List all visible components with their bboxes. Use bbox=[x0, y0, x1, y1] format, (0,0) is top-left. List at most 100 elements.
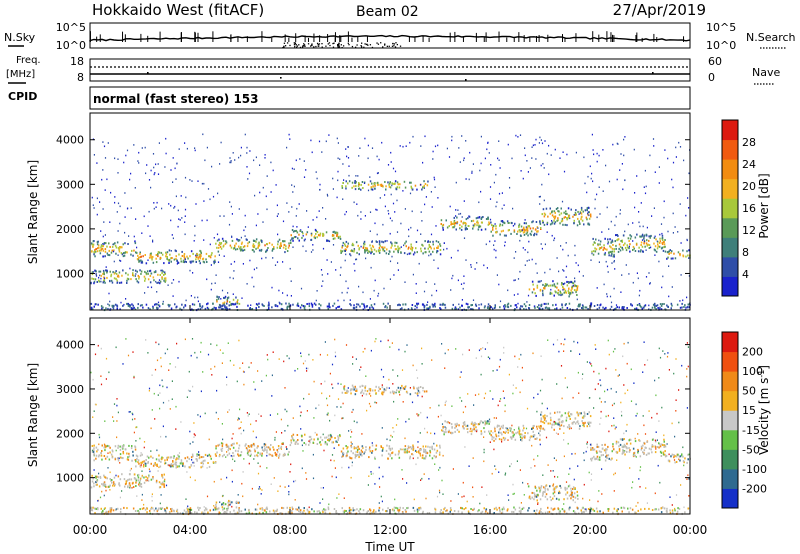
velocity-cell bbox=[248, 511, 251, 514]
velocity-cell bbox=[308, 435, 311, 438]
power-cell bbox=[108, 254, 111, 257]
velocity-cell bbox=[591, 457, 594, 460]
velocity-cell bbox=[356, 508, 358, 511]
power-cell-sparse bbox=[326, 259, 328, 261]
power-cell bbox=[111, 305, 114, 308]
power-cell bbox=[351, 186, 353, 189]
velocity-cell bbox=[442, 425, 444, 428]
power-cell-sparse bbox=[320, 269, 323, 271]
velocity-cell-sparse bbox=[239, 408, 241, 411]
velocity-cell bbox=[91, 474, 93, 477]
velocity-cell-sparse bbox=[523, 494, 525, 496]
power-cell-sparse bbox=[664, 149, 666, 151]
velocity-cell bbox=[544, 417, 546, 420]
power-cell bbox=[111, 281, 114, 284]
power-cell-sparse bbox=[524, 249, 526, 251]
velocity-cell bbox=[553, 488, 556, 491]
cpid-panel-frame bbox=[89, 86, 691, 110]
power-cell bbox=[660, 308, 663, 311]
power-cell bbox=[409, 181, 411, 184]
power-cell bbox=[174, 249, 177, 252]
power-cell bbox=[394, 241, 396, 244]
velocity-cell bbox=[559, 411, 561, 414]
power-cell bbox=[568, 287, 570, 290]
power-cell bbox=[539, 222, 542, 225]
velocity-cell bbox=[559, 492, 561, 494]
power-cell-sparse bbox=[174, 167, 176, 170]
velocity-cell bbox=[513, 433, 515, 436]
power-cell-sparse bbox=[437, 250, 439, 252]
velocity-cell bbox=[278, 455, 280, 458]
power-cell-sparse bbox=[266, 208, 268, 211]
power-cell bbox=[358, 248, 360, 251]
velocity-cell bbox=[393, 391, 396, 394]
velocity-cell bbox=[231, 444, 233, 447]
power-cell-sparse bbox=[522, 177, 524, 180]
velocity-cell bbox=[542, 421, 544, 423]
velocity-cell bbox=[353, 387, 356, 389]
power-cell bbox=[198, 253, 201, 256]
velocity-cell bbox=[651, 438, 654, 441]
velocity-cell-sparse bbox=[444, 404, 446, 406]
power-cell-sparse bbox=[207, 188, 210, 190]
power-cell bbox=[394, 244, 396, 247]
velocity-cell-sparse bbox=[459, 396, 461, 399]
velocity-cell bbox=[341, 391, 344, 394]
velocity-cell bbox=[293, 439, 295, 442]
power-cell bbox=[410, 185, 412, 188]
power-cell bbox=[578, 303, 580, 306]
velocity-cell bbox=[424, 457, 427, 460]
velocity-cell bbox=[346, 391, 348, 394]
power-cell bbox=[540, 227, 542, 229]
power-cell bbox=[149, 281, 152, 284]
power-cell bbox=[292, 237, 294, 240]
power-cell-sparse bbox=[432, 150, 434, 153]
power-cell bbox=[119, 308, 121, 311]
velocity-cell bbox=[535, 495, 538, 498]
nsearch-point bbox=[393, 45, 395, 47]
power-cell bbox=[176, 260, 178, 263]
power-cell bbox=[333, 230, 335, 233]
velocity-cell bbox=[245, 447, 248, 450]
power-cell bbox=[572, 215, 574, 218]
power-cell-sparse bbox=[562, 289, 564, 291]
velocity-cell bbox=[387, 452, 390, 455]
power-cell bbox=[134, 269, 137, 272]
velocity-cell bbox=[392, 509, 394, 512]
power-cell bbox=[106, 271, 108, 274]
power-cell bbox=[500, 220, 503, 223]
power-cell-sparse bbox=[596, 216, 598, 219]
velocity-cell bbox=[238, 454, 240, 457]
power-cell bbox=[339, 237, 342, 240]
power-cell-sparse bbox=[353, 248, 355, 250]
velocity-cell bbox=[337, 438, 339, 441]
velocity-cell bbox=[427, 445, 429, 448]
velocity-cell bbox=[522, 429, 524, 432]
velocity-cell bbox=[409, 393, 412, 396]
power-cell bbox=[642, 250, 644, 253]
power-cell bbox=[219, 305, 222, 308]
velocity-cell bbox=[161, 507, 164, 510]
power-cell bbox=[271, 306, 273, 309]
power-cell bbox=[373, 182, 376, 185]
velocity-cell bbox=[416, 387, 418, 390]
velocity-cell-sparse bbox=[402, 401, 404, 403]
power-cell-sparse bbox=[337, 142, 339, 144]
power-cell bbox=[492, 307, 494, 310]
velocity-cell-sparse bbox=[536, 428, 538, 430]
velocity-cell bbox=[425, 445, 427, 448]
velocity-cell bbox=[461, 507, 463, 510]
velocity-cell-sparse bbox=[460, 371, 462, 373]
velocity-cell bbox=[197, 453, 200, 456]
power-cell bbox=[622, 248, 624, 251]
velocity-cell bbox=[352, 507, 354, 510]
power-cell-sparse bbox=[559, 157, 561, 159]
velocity-cell-sparse bbox=[331, 454, 334, 456]
power-cell bbox=[654, 249, 656, 252]
power-cell bbox=[530, 233, 532, 236]
velocity-cell-sparse bbox=[468, 465, 470, 467]
power-cell bbox=[121, 253, 124, 256]
power-cell bbox=[316, 236, 318, 239]
power-cell bbox=[664, 250, 667, 253]
power-cell bbox=[555, 303, 557, 306]
